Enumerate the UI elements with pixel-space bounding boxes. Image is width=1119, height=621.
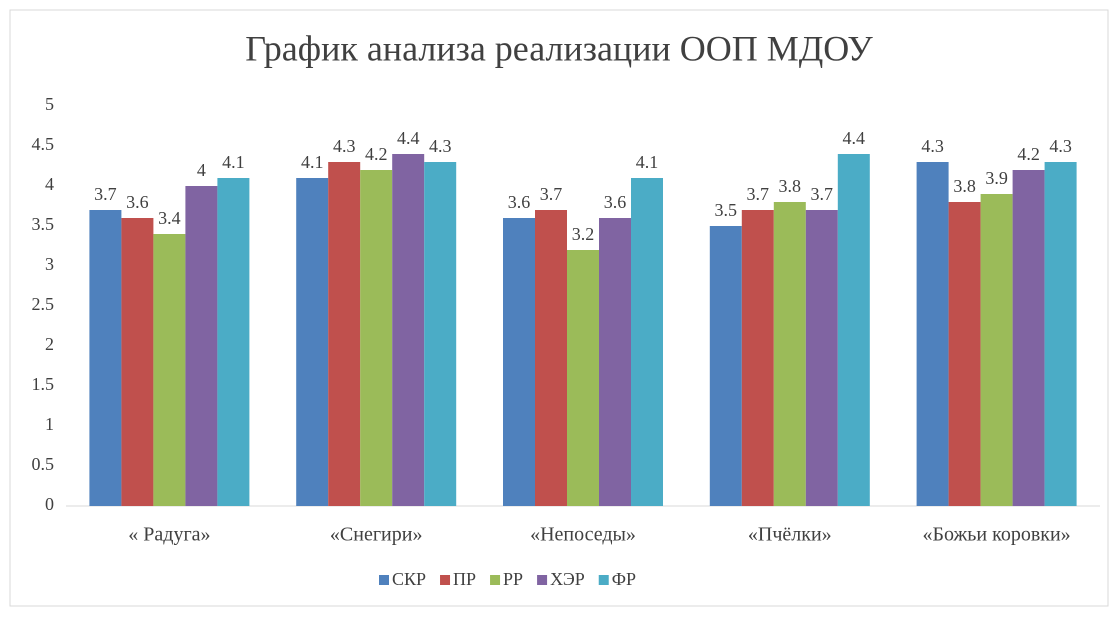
data-label: 3.8 — [779, 176, 802, 196]
legend-label: ФР — [612, 569, 636, 589]
bar — [741, 210, 774, 506]
x-tick-label: «Снегири» — [330, 524, 423, 546]
data-label: 3.7 — [94, 184, 117, 204]
x-tick-label: «Непоседы» — [530, 524, 636, 546]
bar — [217, 178, 250, 506]
data-label: 3.9 — [985, 168, 1008, 188]
y-tick-label: 4.5 — [32, 134, 55, 154]
y-tick-label: 1.5 — [32, 374, 55, 394]
bar — [328, 162, 361, 506]
data-label: 3.6 — [126, 192, 149, 212]
data-label: 4.1 — [222, 152, 245, 172]
data-label: 3.4 — [158, 208, 181, 228]
data-label: 3.7 — [747, 184, 770, 204]
data-label: 4.3 — [1049, 136, 1072, 156]
chart-title: График анализа реализации ООП МДОУ — [245, 28, 873, 68]
bar — [948, 202, 981, 506]
data-label: 4 — [197, 160, 206, 180]
data-label: 4.3 — [921, 136, 944, 156]
legend-label: РР — [503, 569, 523, 589]
y-tick-label: 0.5 — [32, 454, 55, 474]
bar — [916, 162, 949, 506]
x-tick-label: «Пчёлки» — [748, 524, 832, 546]
bar — [1044, 162, 1077, 506]
bar — [709, 226, 742, 506]
y-tick-label: 2 — [45, 334, 54, 354]
data-label: 3.2 — [572, 224, 595, 244]
bar — [503, 218, 535, 506]
bar — [599, 218, 631, 506]
data-label: 3.6 — [508, 192, 531, 212]
legend-swatch — [598, 575, 609, 585]
bar — [296, 178, 329, 506]
data-label: 3.7 — [811, 184, 834, 204]
data-label: 3.6 — [604, 192, 627, 212]
bar — [535, 210, 567, 506]
bar — [424, 162, 457, 506]
legend-swatch — [379, 575, 389, 585]
bar — [980, 194, 1013, 506]
y-tick-label: 1 — [45, 414, 54, 434]
y-tick-label: 5 — [45, 94, 54, 114]
data-label: 3.7 — [540, 184, 563, 204]
y-tick-label: 4 — [45, 174, 54, 194]
data-label: 4.4 — [843, 128, 866, 148]
x-tick-label: « Радуга» — [128, 524, 210, 546]
data-label: 4.1 — [636, 152, 659, 172]
y-tick-label: 0 — [45, 494, 54, 514]
data-label: 3.5 — [715, 200, 738, 220]
data-label: 4.3 — [333, 136, 356, 156]
bar — [185, 186, 218, 506]
bar — [392, 154, 425, 506]
bar — [360, 170, 393, 506]
bar — [567, 250, 599, 506]
bar — [837, 154, 870, 506]
y-tick-label: 3 — [45, 254, 54, 274]
data-label: 4.2 — [365, 144, 388, 164]
y-tick-label: 2.5 — [32, 294, 55, 314]
legend-label: ХЭР — [550, 569, 585, 589]
legend-swatch — [440, 575, 451, 585]
legend-swatch — [490, 575, 501, 585]
data-label: 4.4 — [397, 128, 420, 148]
bar — [153, 234, 186, 506]
data-label: 3.8 — [953, 176, 976, 196]
bar — [121, 218, 154, 506]
data-label: 4.2 — [1017, 144, 1040, 164]
legend-swatch — [537, 575, 548, 585]
data-label: 4.1 — [301, 152, 324, 172]
bar — [773, 202, 806, 506]
bar — [89, 210, 122, 506]
legend-label: ПР — [453, 569, 476, 589]
bar — [631, 178, 663, 506]
bar — [805, 210, 838, 506]
y-tick-label: 3.5 — [32, 214, 55, 234]
x-tick-label: «Божьи коровки» — [922, 524, 1070, 546]
data-label: 4.3 — [429, 136, 452, 156]
legend-label: СКР — [392, 569, 426, 589]
bar — [1012, 170, 1045, 506]
